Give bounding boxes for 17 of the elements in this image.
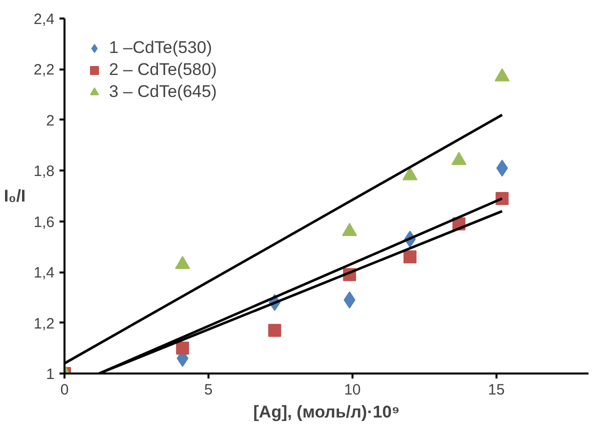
x-axis-title: [Ag], (моль/л)·10⁹ [253,402,400,422]
x-tick-label: 0 [60,382,69,398]
legend-label: 2 – CdTe(580) [109,60,217,80]
y-tick-label: 2,2 [34,62,55,79]
legend-label: 1 –CdTe(530) [109,38,212,58]
y-tick-label: 1 [46,366,54,383]
x-tick-label: 5 [204,382,213,398]
y-tick-label: 1,6 [34,214,55,231]
legend-label: 3 – CdTe(645) [109,82,217,102]
y-axis-title: I₀/I [4,186,26,206]
y-tick-label: 1,2 [34,315,55,332]
y-tick-label: 1,8 [34,163,55,180]
x-tick-label: 10 [344,382,361,398]
y-tick-label: 2,4 [34,11,55,28]
y-tick-label: 1,4 [34,264,55,282]
x-tick-label: 15 [488,382,505,398]
y-tick-label: 2 [46,112,54,130]
